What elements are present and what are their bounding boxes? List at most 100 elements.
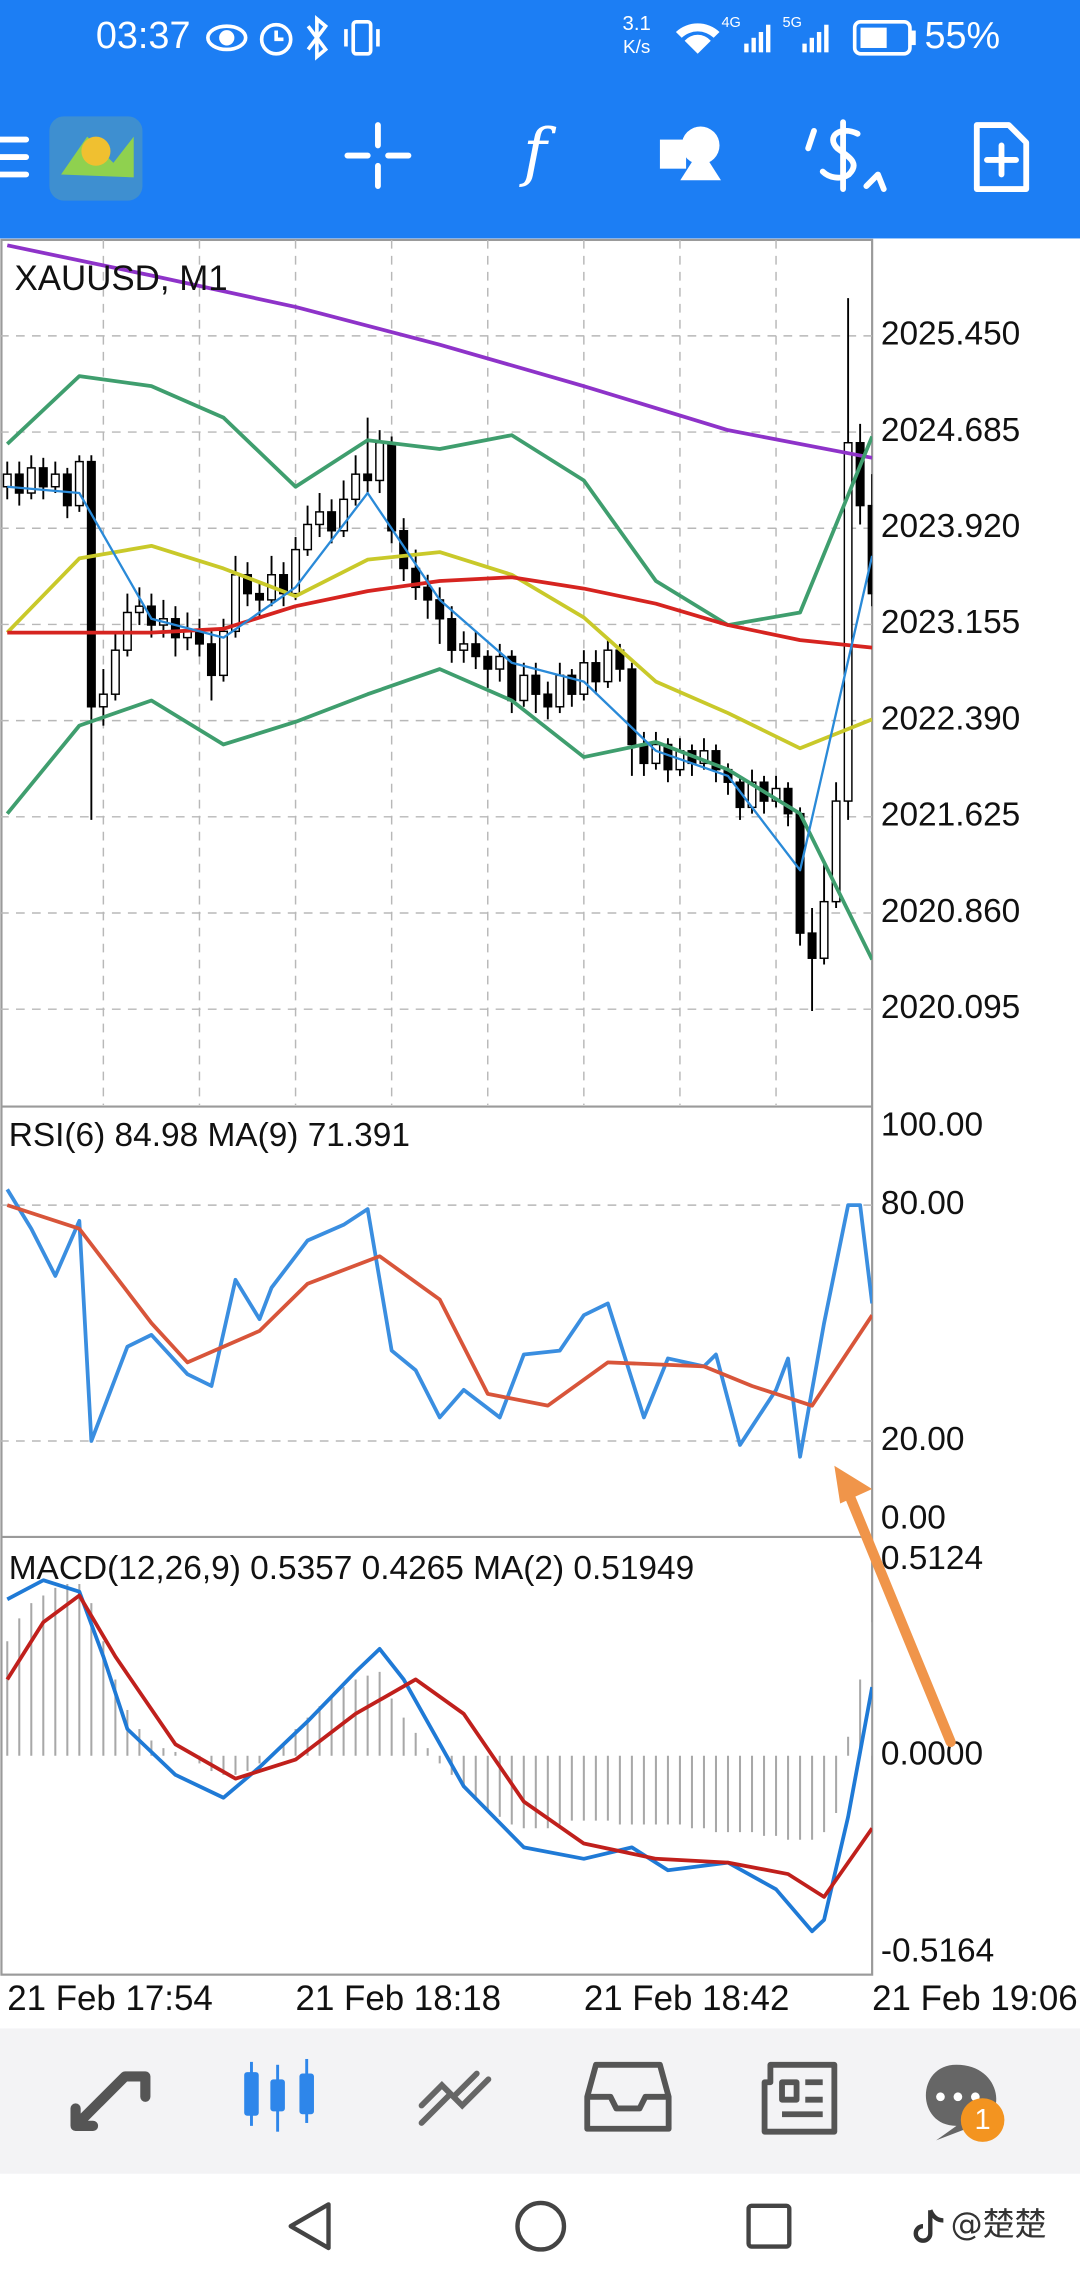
crosshair-tool[interactable] [344,122,412,190]
panel [0,239,873,1106]
panel-title: XAUUSD, M1 [15,259,228,298]
back-button[interactable] [288,2202,331,2251]
y-tick-label: 0.5124 [881,1540,983,1577]
panel [0,1188,873,1459]
y-tick-label: 2025.450 [881,316,1020,353]
candle-body [459,643,469,651]
candle-body [531,674,541,695]
nav-chart[interactable] [244,2058,314,2132]
battery-level: 55% [924,15,1000,57]
y-tick-label: 20.00 [881,1421,965,1458]
candle-body [243,574,253,595]
candle-body [62,473,72,507]
bottom-nav [0,2028,1080,2174]
candle-body [783,787,793,815]
candle-body [339,498,349,532]
candle-body [651,743,661,765]
y-tick-label: 2020.095 [881,989,1020,1026]
candle-body [38,467,48,488]
candle-body [567,674,577,695]
candle-body [819,900,829,959]
x-tick-label: 21 Feb 17:54 [7,1979,213,2018]
candle-body [399,530,409,570]
panel [5,1578,873,1934]
trade-tool[interactable] [805,119,887,192]
indicator-line [5,667,873,961]
candle-body [627,668,637,746]
nav-quotes[interactable] [70,2071,151,2131]
objects-tool[interactable] [659,126,721,181]
candle-body [303,523,313,551]
y-tick-label: 80.00 [881,1185,965,1222]
signal-icons [675,23,829,54]
candle-body [411,567,421,589]
candle-body [50,473,60,488]
candle-body [255,592,265,601]
candle-body [591,662,601,683]
y-tick-label: 2023.155 [881,604,1020,641]
chart-frame [0,238,874,1976]
sim1-label: 4G [721,15,740,31]
watermark-icon [913,2209,944,2243]
candle-body [807,932,817,959]
indicator-line [7,575,873,650]
candle-body [218,630,228,677]
indicator-line [6,1578,873,1934]
home-button[interactable] [515,2200,567,2252]
indicator-line [5,543,873,751]
y-tick-label: 0.0000 [881,1736,983,1773]
candle-body [795,812,805,934]
indicator-line [7,485,873,872]
candle-body [98,693,108,708]
nav-history[interactable] [584,2061,672,2132]
candle-body [483,655,493,670]
candle-body [519,674,529,702]
y-tick-label: 2022.390 [881,700,1020,737]
x-tick-label: 21 Feb 18:42 [584,1979,790,2018]
candle-body [843,442,853,802]
candle-body [639,743,649,765]
y-tick-label: -0.5164 [881,1933,994,1970]
candle-body [110,649,120,695]
app-logo [49,116,143,201]
indicator-line [5,1593,873,1899]
candle-body [579,662,589,695]
nav-news[interactable] [761,2061,838,2135]
watermark: @楚楚 [951,2205,1047,2243]
candle-body [867,504,873,595]
candle-body [315,511,325,526]
candle-body [26,467,36,494]
clock: 03:37 [96,15,191,57]
candle-body [14,473,24,494]
y-tick-label: 100.00 [881,1106,983,1143]
x-tick-label: 21 Feb 19:06 [872,1979,1078,2018]
menu-button[interactable] [0,136,30,178]
recents-button[interactable] [746,2203,792,2249]
candle-body [2,473,12,488]
system-nav [0,2173,1080,2280]
y-tick-label: 2024.685 [881,412,1020,449]
battery-icon [852,19,916,56]
candle-body [423,586,433,601]
candle-body [831,800,841,903]
y-tick-label: 2021.625 [881,797,1020,834]
new-order-tool[interactable] [973,122,1030,192]
sim2-label: 5G [783,15,802,31]
panel-title: RSI(6) 84.98 MA(9) 71.391 [9,1117,410,1154]
candle-body [555,674,565,708]
candle-body [206,643,216,677]
status-icons [206,15,380,61]
panel-title: MACD(12,26,9) 0.5357 0.4265 MA(2) 0.5194… [9,1550,694,1587]
net-speed: 3.1 [623,13,651,35]
nav-trade[interactable] [418,2070,492,2126]
candle-body [375,442,385,482]
candle-body [74,460,84,507]
net-unit: K/s [623,37,650,58]
plot-layer: 2025.450 2024.685 2023.920 2023.155 2022.390… [0,239,1078,2018]
nav-badge [960,2098,1005,2142]
annotation-arrow [834,1465,956,1748]
y-tick-label: 2020.860 [881,893,1020,930]
